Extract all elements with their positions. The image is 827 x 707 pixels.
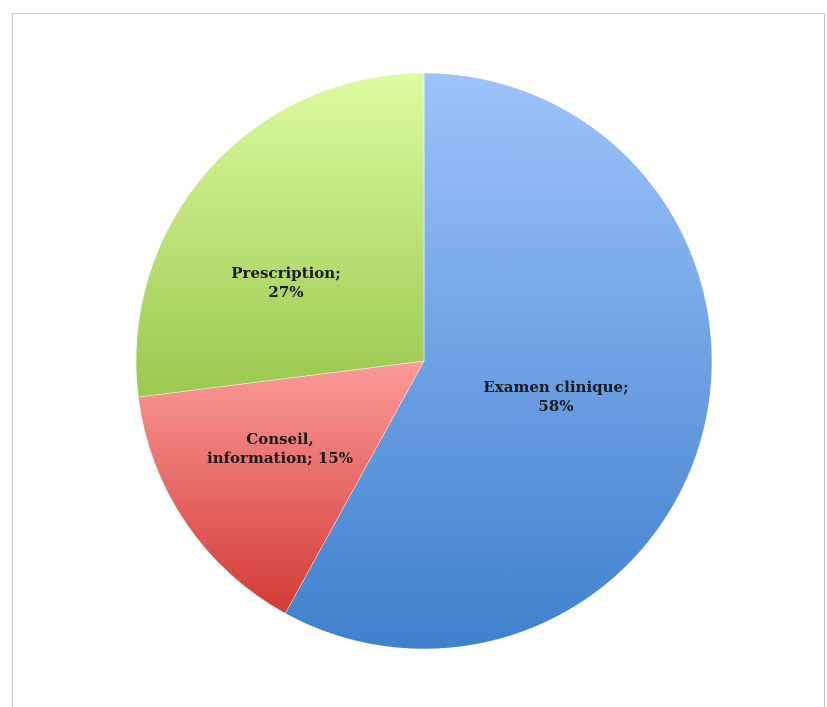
pie-label-prescription: Prescription; 27% [231, 264, 340, 301]
pie-label-examen-clinique: Examen clinique; 58% [483, 378, 628, 415]
pie-slices [135, 72, 713, 650]
pie-slice-conseil-information [137, 360, 425, 614]
pie-label-line: Prescription; [231, 264, 340, 282]
pie-label-line: Examen clinique; [483, 378, 628, 396]
pie-label-conseil-information: Conseil, information; 15% [207, 430, 353, 467]
pie-label-line: 58% [538, 397, 573, 415]
pie-label-line: Conseil, [246, 430, 313, 448]
pie-label-line: 27% [268, 283, 303, 301]
pie-slice-prescription [135, 72, 425, 398]
pie-label-line: information; 15% [207, 449, 353, 467]
pie-labels: Examen clinique; 58% Conseil, information; … [207, 264, 629, 467]
pie-slice-examen-clinique [284, 72, 713, 650]
